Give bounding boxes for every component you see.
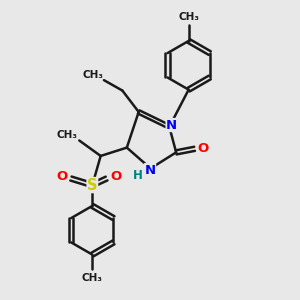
Text: O: O xyxy=(197,142,208,155)
Text: N: N xyxy=(144,164,156,177)
Text: CH₃: CH₃ xyxy=(57,130,78,140)
Text: N: N xyxy=(166,118,177,131)
Text: CH₃: CH₃ xyxy=(82,273,103,283)
Text: O: O xyxy=(110,170,121,183)
Text: S: S xyxy=(87,178,98,193)
Text: CH₃: CH₃ xyxy=(178,12,199,22)
Text: H: H xyxy=(133,169,143,182)
Text: O: O xyxy=(56,170,68,183)
Text: CH₃: CH₃ xyxy=(82,70,103,80)
